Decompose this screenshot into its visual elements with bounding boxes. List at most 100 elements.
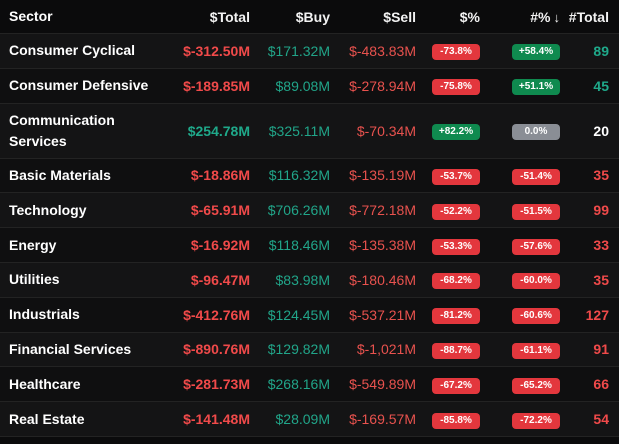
total-value: $254.78M [187,122,250,139]
buy-value: $116.32M [268,167,330,184]
count-value: 66 [593,376,609,393]
sector-name[interactable]: Energy [9,236,57,253]
pct-cell: +82.2% [416,121,480,141]
table-row[interactable]: Healthcare $-281.73M $268.16M $-549.89M -67.… [0,367,619,403]
buy-value: $28.09M [275,411,330,428]
count-value: 35 [593,167,609,184]
count-value: 99 [593,202,609,219]
sector-name[interactable]: Technology [9,201,87,218]
count-pct-cell: -60.6% [480,305,560,325]
count-value: 91 [593,341,609,358]
count-value: 45 [593,77,609,94]
total-value: $-65.91M [190,202,250,219]
count-pct-badge: 0.0% [512,124,560,141]
column-header-count[interactable]: #Total [568,8,609,25]
count-value: 127 [585,306,609,323]
column-header-sell[interactable]: $Sell [383,8,416,25]
table-row[interactable]: Basic Materials $-18.86M $116.32M $-135.19M… [0,158,619,194]
sell-value: $-537.21M [349,306,416,323]
total-value: $-890.76M [183,341,250,358]
count-pct-cell: +51.1% [480,76,560,96]
total-value: $-18.86M [190,167,250,184]
pct-cell: -68.2% [416,270,480,290]
table-row[interactable]: Communication Services $254.78M $325.11M $-… [0,103,619,159]
count-pct-badge: -65.2% [512,377,560,394]
pct-badge: -88.7% [432,342,480,359]
count-pct-cell: -51.5% [480,201,560,220]
sector-name[interactable]: Industrials [9,306,80,323]
sector-name[interactable]: Communication Services [9,111,115,149]
pct-badge: -52.2% [432,203,480,220]
pct-cell: -88.7% [416,340,480,359]
pct-badge: -53.7% [432,168,480,185]
sell-value: $-483.83M [349,42,416,59]
count-pct-badge: -60.6% [512,308,560,325]
total-value: $-189.85M [183,77,250,94]
sell-value: $-772.18M [349,202,416,219]
table-body: Consumer Cyclical $-312.50M $171.32M $-483.… [0,34,619,437]
pct-badge: -67.2% [432,377,480,394]
pct-badge: -68.2% [432,273,480,290]
pct-cell: -85.8% [416,410,480,429]
table-row[interactable]: Utilities $-96.47M $83.98M $-180.46M -68.2% -… [0,262,619,298]
column-header-count-pct[interactable]: #% ↓ [480,9,560,25]
sell-value: $-549.89M [349,376,416,393]
sort-descending-icon: ↓ [553,9,561,25]
column-header-total[interactable]: $Total [209,8,250,25]
count-value: 33 [593,237,609,254]
count-pct-cell: -61.1% [480,340,560,359]
pct-badge: -73.8% [432,44,480,61]
sector-name[interactable]: Basic Materials [9,166,111,183]
count-pct-badge: +51.1% [512,79,560,96]
buy-value: $325.11M [268,122,330,139]
sector-name[interactable]: Healthcare [9,375,81,392]
pct-badge: +82.2% [432,124,480,141]
table-row[interactable]: Consumer Cyclical $-312.50M $171.32M $-483.… [0,34,619,69]
table-row[interactable]: Consumer Defensive $-189.85M $89.08M $-278.… [0,68,619,104]
pct-cell: -67.2% [416,375,480,394]
count-pct-cell: -60.0% [480,270,560,290]
column-header-count-pct-label: #% [530,8,551,25]
table-header: Sector $Total $Buy $Sell $% #% ↓ #Total [0,0,619,34]
buy-value: $118.46M [268,237,330,254]
total-value: $-312.50M [183,42,250,59]
sell-value: $-169.57M [349,411,416,428]
pct-badge: -85.8% [432,412,480,429]
pct-badge: -75.8% [432,79,480,96]
buy-value: $268.16M [267,376,330,393]
table-row[interactable]: Financial Services $-890.76M $129.82M $-1,0… [0,332,619,368]
count-pct-badge: -60.0% [512,273,560,290]
count-pct-cell: -72.2% [480,410,560,429]
count-pct-cell: -65.2% [480,375,560,394]
total-value: $-412.76M [183,306,250,323]
buy-value: $89.08M [275,77,330,94]
sector-name[interactable]: Financial Services [9,340,132,357]
sector-name[interactable]: Real Estate [9,410,85,427]
sell-value: $-135.19M [349,167,416,184]
table-row[interactable]: Real Estate $-141.48M $28.09M $-169.57M -85.… [0,402,619,437]
buy-value: $124.45M [267,306,330,323]
pct-cell: -53.3% [416,236,480,255]
count-pct-badge: -61.1% [512,342,560,359]
count-pct-cell: -51.4% [480,166,560,185]
table-row[interactable]: Technology $-65.91M $706.26M $-772.18M -52.2… [0,193,619,229]
total-value: $-16.92M [190,237,250,254]
buy-value: $129.82M [267,341,330,358]
sector-name[interactable]: Consumer Defensive [9,77,149,94]
total-value: $-96.47M [190,271,250,288]
count-pct-badge: -51.4% [512,168,560,185]
count-pct-badge: -51.5% [512,203,560,220]
table-row[interactable]: Energy $-16.92M $118.46M $-135.38M -53.3% -57… [0,228,619,263]
sell-value: $-70.34M [356,122,416,139]
total-value: $-141.48M [183,411,250,428]
table-row[interactable]: Industrials $-412.76M $124.45M $-537.21M -81… [0,297,619,333]
column-header-pct[interactable]: $% [459,8,480,25]
buy-value: $83.98M [275,271,330,288]
pct-badge: -53.3% [432,238,480,255]
column-header-sector[interactable]: Sector [9,8,53,24]
sector-name[interactable]: Utilities [9,271,60,288]
column-header-buy[interactable]: $Buy [295,8,330,25]
sector-name[interactable]: Consumer Cyclical [9,42,136,59]
buy-value: $706.26M [267,202,330,219]
